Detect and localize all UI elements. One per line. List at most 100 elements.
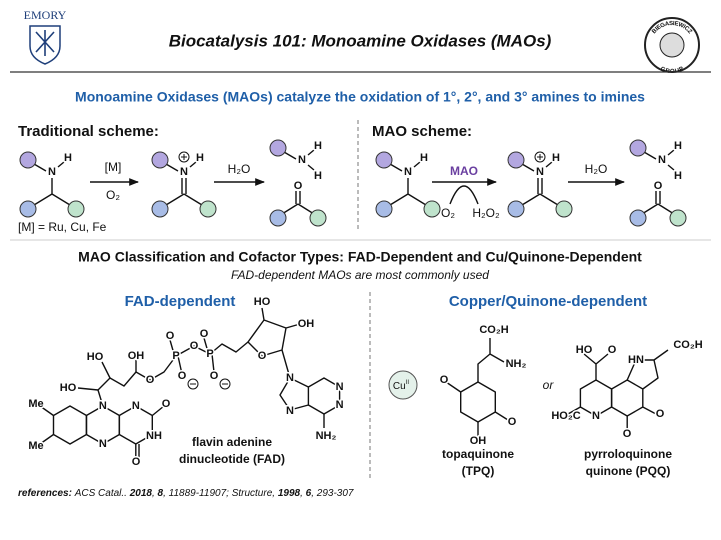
atom-label: HN xyxy=(628,354,644,366)
substituent xyxy=(309,209,327,227)
atom-label: N xyxy=(286,405,294,417)
atom-label: O xyxy=(656,408,665,420)
atom-label: O xyxy=(132,456,141,468)
atom-label: O xyxy=(200,328,209,340)
charge-sign xyxy=(537,154,543,160)
atom-label: O xyxy=(178,370,187,382)
tpq-name: (TPQ) xyxy=(462,464,495,478)
bond xyxy=(567,349,669,430)
atom-label: N xyxy=(336,381,344,393)
atom-label: OH xyxy=(470,435,487,447)
substituent xyxy=(555,200,573,218)
atom-label: H xyxy=(552,152,560,164)
atom-label: O xyxy=(608,344,617,356)
substituent xyxy=(199,200,217,218)
scheme-label: [M] xyxy=(105,160,122,174)
substituent xyxy=(629,209,647,227)
atom-label: HO xyxy=(60,382,77,394)
atom-label: O xyxy=(146,374,155,386)
pqq-name: pyrroloquinone xyxy=(584,447,672,461)
atom-label: OH xyxy=(298,318,315,330)
scheme-label: O₂ xyxy=(106,188,120,202)
atom-label: OH xyxy=(128,350,145,362)
atom-label: H xyxy=(314,140,322,152)
atom-label: N xyxy=(286,372,294,384)
group-logo-bottom-text: GROUP xyxy=(659,66,685,75)
atom-label: NH₂ xyxy=(316,430,337,442)
atom-label: O xyxy=(258,350,267,362)
atom-label: O xyxy=(166,330,175,342)
reference-part: , xyxy=(152,488,158,499)
substituent xyxy=(669,209,687,227)
atom-label: P xyxy=(206,348,213,360)
bond xyxy=(33,161,71,206)
substituent xyxy=(269,139,287,157)
copper-state: II xyxy=(406,380,410,386)
bond xyxy=(389,161,427,206)
scheme-label: O₂ xyxy=(441,206,455,220)
atom-label: HO₂C xyxy=(551,410,580,422)
bond xyxy=(247,307,301,379)
substituent xyxy=(269,209,287,227)
title: Biocatalysis 101: Monoamine Oxidases (MA… xyxy=(169,31,552,50)
reference-part: 1998 xyxy=(278,488,301,499)
atom-label: O xyxy=(210,370,219,382)
atom-label: H xyxy=(64,152,72,164)
atom-label: N xyxy=(99,400,107,412)
reference-part: Structure xyxy=(232,488,273,499)
bond xyxy=(77,337,215,391)
scheme-label: H₂O xyxy=(228,162,251,176)
group-logo-bottom: GROUP xyxy=(659,66,685,75)
copper-badge xyxy=(388,370,418,400)
references: references: ACS Catal.. 2018, 8, 11889-1… xyxy=(18,488,354,499)
atom-label: CO₂H xyxy=(479,324,508,336)
footnote: [M] = Ru, Cu, Fe xyxy=(18,220,107,234)
substituent xyxy=(19,151,37,169)
substituent xyxy=(375,151,393,169)
substituent xyxy=(507,151,525,169)
bond xyxy=(165,161,203,206)
scheme-label: H₂O₂ xyxy=(472,206,500,220)
subtitle: Monoamine Oxidases (MAOs) catalyze the o… xyxy=(75,89,645,105)
substituent xyxy=(67,200,85,218)
substituent xyxy=(375,200,393,218)
atom-label: HO xyxy=(254,296,271,308)
atom-label: Me xyxy=(28,398,43,410)
atom-label: N xyxy=(658,154,666,166)
reference-part: , xyxy=(300,488,306,499)
atom-label: H xyxy=(314,170,322,182)
bond xyxy=(445,338,509,436)
bond xyxy=(39,405,165,458)
fad-name: flavin adenine xyxy=(192,435,272,449)
copper-label: CuII xyxy=(393,380,409,392)
bond xyxy=(281,149,315,215)
substituent xyxy=(151,200,169,218)
atom-label: N xyxy=(536,166,544,178)
reference-part: , 11889-11907; xyxy=(163,488,232,499)
substituent xyxy=(629,139,647,157)
classification-note: FAD-dependent MAOs are most commonly use… xyxy=(231,268,489,282)
group-logo-core xyxy=(659,32,685,58)
bond xyxy=(641,149,675,215)
pqq-name: quinone (PQQ) xyxy=(586,464,671,478)
atom-label: HO xyxy=(87,351,104,363)
atom-label: P xyxy=(172,350,179,362)
atom-label: CO₂H xyxy=(673,339,702,351)
reference-part: , 293-307 xyxy=(311,488,354,499)
atom-label: O xyxy=(654,180,663,192)
atom-label: H xyxy=(674,140,682,152)
charge-sign xyxy=(181,154,187,160)
connector: or xyxy=(543,378,555,392)
reference-part: ACS Catal. xyxy=(74,488,124,499)
logo-mark xyxy=(35,30,55,56)
section-heading: Traditional scheme: xyxy=(18,123,159,140)
substituent xyxy=(423,200,441,218)
fad-name: dinucleotide (FAD) xyxy=(179,452,285,466)
logo-text: EMORY xyxy=(24,8,67,22)
cofactor-arrow xyxy=(449,185,479,205)
atom-label: N xyxy=(592,410,600,422)
scheme-label: MAO xyxy=(450,164,478,178)
